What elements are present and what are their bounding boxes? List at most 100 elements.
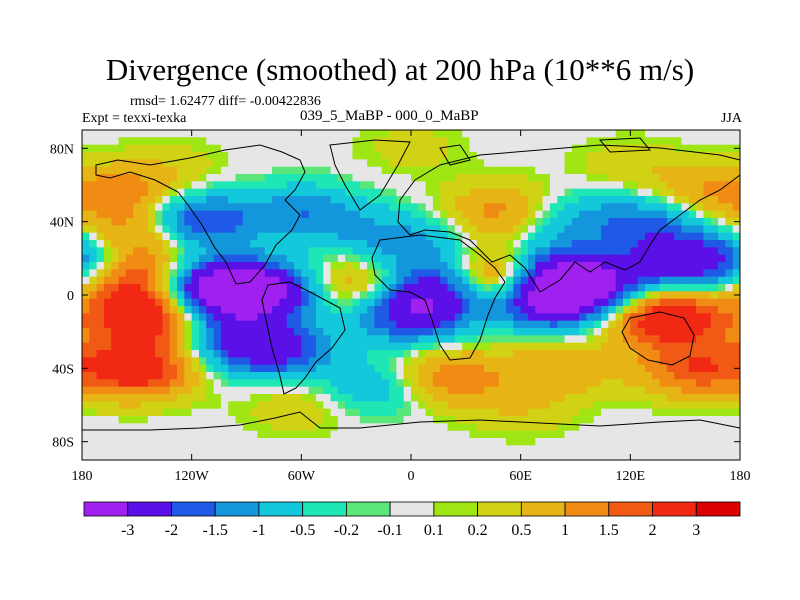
field-cell xyxy=(374,166,383,175)
field-cell xyxy=(82,445,90,454)
field-cell xyxy=(374,320,383,329)
field-cell xyxy=(520,342,529,351)
field-cell xyxy=(666,210,675,219)
field-cell xyxy=(411,423,419,432)
field-cell xyxy=(403,452,412,461)
field-cell xyxy=(169,218,178,226)
field-cell xyxy=(118,335,127,344)
field-cell xyxy=(535,196,543,204)
field-cell xyxy=(447,188,456,197)
field-cell xyxy=(323,188,331,197)
field-cell xyxy=(118,452,127,461)
field-cell xyxy=(191,152,200,160)
field-cell xyxy=(659,416,668,424)
field-cell xyxy=(586,232,595,241)
field-cell xyxy=(440,328,448,336)
field-cell xyxy=(82,247,90,256)
field-cell xyxy=(411,262,419,270)
field-cell xyxy=(345,364,353,373)
field-cell xyxy=(162,225,171,234)
field-cell xyxy=(484,181,492,190)
field-cell xyxy=(125,262,134,270)
field-cell xyxy=(666,438,675,446)
field-cell xyxy=(147,225,156,234)
field-cell xyxy=(177,269,185,278)
field-cell xyxy=(103,240,112,248)
field-cell xyxy=(623,445,631,454)
field-cell xyxy=(601,174,609,182)
field-cell xyxy=(498,379,507,388)
field-cell xyxy=(432,181,441,190)
field-cell xyxy=(169,408,178,417)
field-cell xyxy=(732,430,741,439)
field-cell xyxy=(264,379,273,388)
field-cell xyxy=(177,408,185,417)
field-cell xyxy=(630,430,639,439)
field-cell xyxy=(476,137,485,146)
field-cell xyxy=(125,401,134,410)
field-cell xyxy=(352,320,361,329)
field-cell xyxy=(725,240,734,248)
field-cell xyxy=(315,401,324,410)
field-cell xyxy=(637,445,646,454)
field-cell xyxy=(337,342,346,351)
field-cell xyxy=(257,408,266,417)
field-cell xyxy=(323,137,331,146)
field-cell xyxy=(125,335,134,344)
field-cell xyxy=(469,166,478,175)
field-cell xyxy=(623,247,631,256)
field-cell xyxy=(286,240,295,248)
field-cell xyxy=(301,152,310,160)
field-cell xyxy=(513,379,522,388)
field-cell xyxy=(242,401,251,410)
field-cell xyxy=(315,364,324,373)
field-cell xyxy=(586,218,595,226)
field-cell xyxy=(286,291,295,300)
field-cell xyxy=(272,386,280,395)
field-cell xyxy=(389,430,397,439)
field-cell xyxy=(264,313,273,322)
field-cell xyxy=(352,357,361,366)
field-cell xyxy=(432,210,441,219)
field-cell xyxy=(615,144,624,153)
field-cell xyxy=(557,320,565,329)
field-cell xyxy=(213,394,222,402)
field-cell xyxy=(586,276,595,285)
field-cell xyxy=(184,372,193,380)
field-cell xyxy=(381,350,390,358)
field-cell xyxy=(425,438,434,446)
field-cell xyxy=(389,386,397,395)
field-cell xyxy=(228,225,236,234)
field-cell xyxy=(213,291,222,300)
field-cell xyxy=(89,262,98,270)
field-cell xyxy=(571,254,580,263)
field-cell xyxy=(681,137,690,146)
field-cell xyxy=(608,210,617,219)
field-cell xyxy=(527,438,536,446)
field-cell xyxy=(250,328,258,336)
field-cell xyxy=(147,372,156,380)
field-cell xyxy=(440,335,448,344)
field-cell xyxy=(118,342,127,351)
field-cell xyxy=(659,394,668,402)
field-cell xyxy=(630,306,639,314)
field-cell xyxy=(586,350,595,358)
field-cell xyxy=(571,225,580,234)
field-cell xyxy=(623,306,631,314)
field-cell xyxy=(279,298,288,307)
field-cell xyxy=(549,364,558,373)
field-cell xyxy=(206,218,214,226)
field-cell xyxy=(264,276,273,285)
field-cell xyxy=(644,445,653,454)
field-cell xyxy=(535,328,543,336)
field-cell xyxy=(162,254,171,263)
field-cell xyxy=(147,298,156,307)
field-cell xyxy=(644,210,653,219)
field-cell xyxy=(389,276,397,285)
field-cell xyxy=(220,262,229,270)
field-cell xyxy=(96,254,105,263)
field-cell xyxy=(403,240,412,248)
field-cell xyxy=(228,320,236,329)
field-cell xyxy=(411,306,419,314)
field-cell xyxy=(564,232,573,241)
